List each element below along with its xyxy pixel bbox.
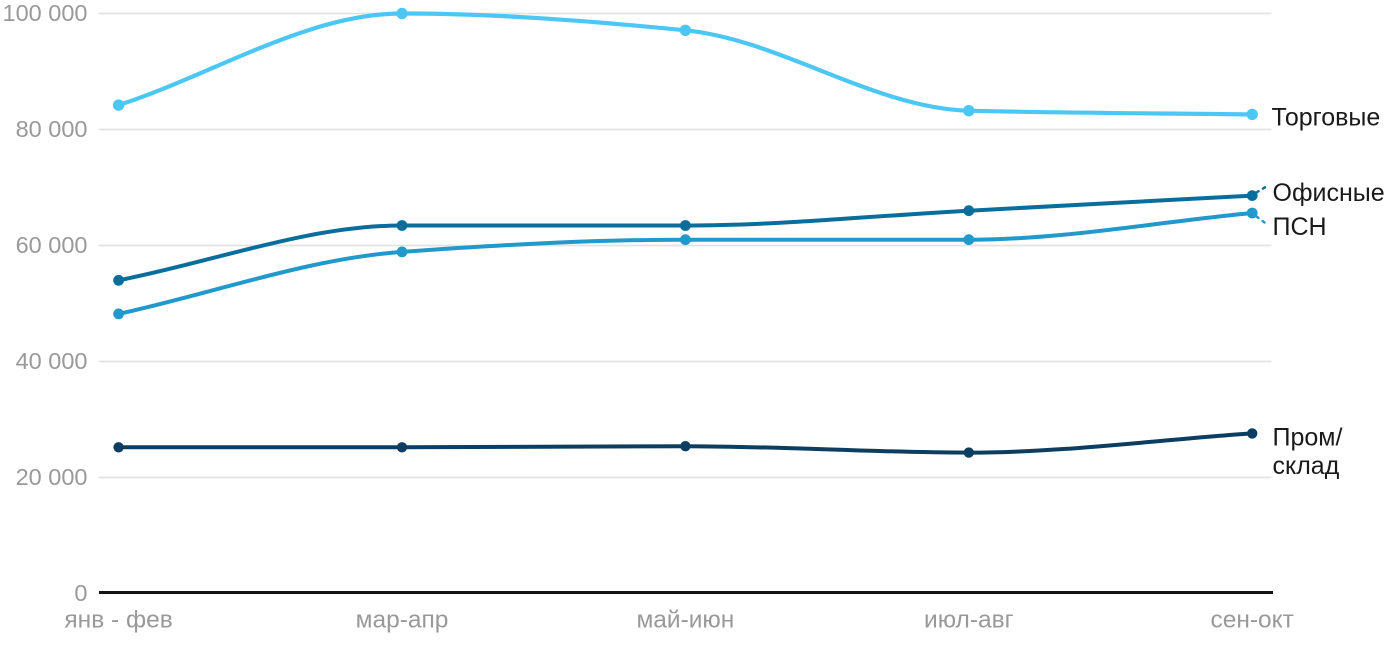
svg-text:Пром/: Пром/ (1273, 423, 1343, 451)
svg-text:20 000: 20 000 (16, 464, 88, 490)
svg-text:сен-окт: сен-окт (1210, 607, 1293, 634)
svg-text:май-июн: май-июн (636, 607, 734, 634)
svg-text:80 000: 80 000 (16, 116, 88, 142)
svg-text:склад: склад (1273, 452, 1340, 480)
svg-text:60 000: 60 000 (16, 232, 88, 258)
svg-text:Офисные: Офисные (1273, 179, 1385, 207)
svg-text:40 000: 40 000 (16, 348, 88, 374)
svg-text:ПСН: ПСН (1273, 213, 1327, 241)
svg-text:июл-авг: июл-авг (924, 607, 1014, 634)
svg-text:янв - фев: янв - фев (64, 607, 172, 634)
svg-text:100 000: 100 000 (3, 0, 88, 26)
svg-text:Торговые: Торговые (1272, 103, 1381, 131)
svg-text:0: 0 (74, 580, 87, 606)
svg-text:мар-апр: мар-апр (356, 607, 449, 634)
